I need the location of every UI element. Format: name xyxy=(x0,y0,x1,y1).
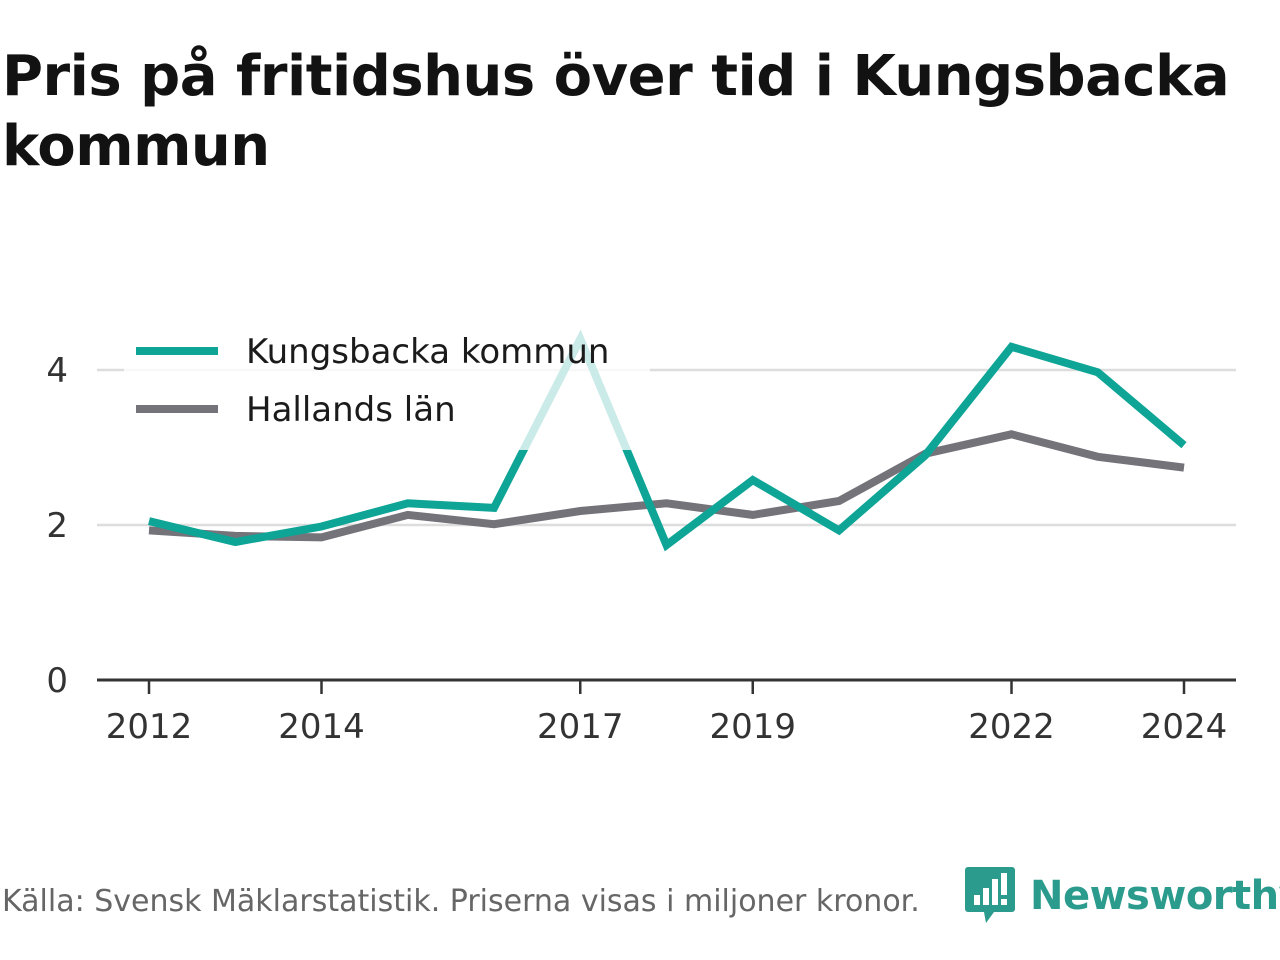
x-tick-label: 2019 xyxy=(709,707,796,747)
legend-label-hallands: Hallands län xyxy=(246,390,456,430)
series-line-1 xyxy=(148,430,1185,542)
x-tick-label: 2012 xyxy=(106,707,193,747)
series-line-0 xyxy=(148,329,1187,552)
y-axis-ticks: 0 2 4 xyxy=(46,351,68,701)
y-tick-label: 0 xyxy=(46,661,68,701)
legend-label-kungsbacka: Kungsbacka kommun xyxy=(246,332,609,372)
x-tick-label: 2014 xyxy=(278,707,365,747)
brand-logo: Newsworthy xyxy=(964,864,1280,928)
line-chart: 2012 2014 2017 2019 2022 2024 0 2 4 Kungsbacka … xyxy=(46,326,1236,747)
x-tick-label: 2017 xyxy=(537,707,624,747)
x-tick-label: 2024 xyxy=(1141,707,1228,747)
source-note: Källa: Svensk Mäklarstatistik. Priserna … xyxy=(2,884,920,919)
x-tick-label: 2022 xyxy=(968,707,1055,747)
brand-name: Newsworthy xyxy=(1030,873,1280,919)
chart-title: Pris på fritidshus över tid i Kungsbacka… xyxy=(2,44,1230,179)
newsworthy-logo-icon xyxy=(965,867,1015,923)
legend: Kungsbacka kommun Hallands län xyxy=(124,326,650,450)
series-lines xyxy=(148,329,1187,552)
y-tick-label: 4 xyxy=(46,351,68,391)
legend-background xyxy=(124,326,650,450)
y-tick-label: 2 xyxy=(46,506,68,546)
x-axis-ticks: 2012 2014 2017 2019 2022 2024 xyxy=(106,680,1228,747)
